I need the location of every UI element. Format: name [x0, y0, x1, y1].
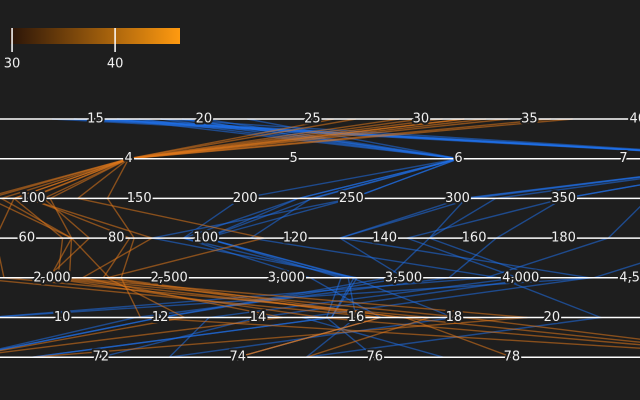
tick-label: 2,000 — [33, 270, 70, 285]
tick-label: 140 — [372, 231, 397, 246]
tick-label: 14 — [250, 310, 267, 325]
tick-label: 20 — [196, 112, 213, 127]
tick-label: 74 — [229, 350, 246, 365]
tick-label: 72 — [92, 350, 109, 365]
tick-label: 4,000 — [502, 270, 539, 285]
tick-label: 150 — [127, 191, 152, 206]
tick-label: 100 — [21, 191, 46, 206]
tick-label: 12 — [152, 310, 169, 325]
tick-label: 78 — [504, 350, 521, 365]
tick-label: 120 — [283, 231, 308, 246]
tick-label: 5 — [289, 151, 297, 166]
tick-label: 20 — [544, 310, 561, 325]
colorbar — [10, 28, 180, 44]
tick-label: 18 — [446, 310, 463, 325]
tick-label: 250 — [339, 191, 364, 206]
tick-label: 25 — [304, 112, 321, 127]
tick-label: 3,000 — [268, 270, 305, 285]
tick-label: 160 — [462, 231, 487, 246]
tick-label: 35 — [521, 112, 538, 127]
tick-label: 80 — [108, 231, 125, 246]
tick-label: 60 — [19, 231, 36, 246]
tick-label: 4 — [125, 151, 133, 166]
tick-label: 6 — [454, 151, 462, 166]
tick-label: 200 — [233, 191, 258, 206]
axes: 3040152025303540456710015020025030035060… — [0, 28, 640, 367]
tick-label: 4,500 — [619, 270, 640, 285]
tick-label: 40 — [630, 112, 640, 127]
tick-label: 16 — [348, 310, 365, 325]
colorbar-tick-label: 40 — [107, 57, 124, 72]
tick-label: 30 — [413, 112, 430, 127]
tick-label: 15 — [87, 112, 104, 127]
tick-label: 300 — [445, 191, 470, 206]
tick-label: 3,500 — [385, 270, 422, 285]
colorbar-tick-label: 30 — [4, 57, 21, 72]
tick-label: 180 — [551, 231, 576, 246]
tick-label: 100 — [193, 231, 218, 246]
tick-label: 10 — [54, 310, 71, 325]
tick-label: 7 — [619, 151, 627, 166]
tick-label: 2,500 — [151, 270, 188, 285]
tick-label: 350 — [551, 191, 576, 206]
tick-label: 76 — [367, 350, 384, 365]
